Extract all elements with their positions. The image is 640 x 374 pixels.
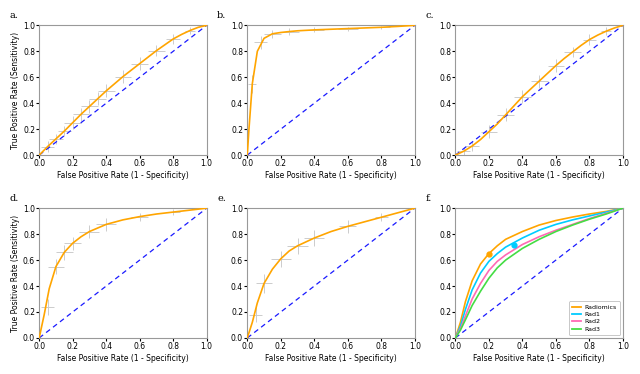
X-axis label: False Positive Rate (1 - Specificity): False Positive Rate (1 - Specificity) [265,354,397,363]
X-axis label: False Positive Rate (1 - Specificity): False Positive Rate (1 - Specificity) [473,171,605,180]
X-axis label: False Positive Rate (1 - Specificity): False Positive Rate (1 - Specificity) [265,171,397,180]
Text: a.: a. [9,11,18,20]
Y-axis label: True Positive Rate (Sensitivity): True Positive Rate (Sensitivity) [11,32,20,149]
Text: d.: d. [9,194,19,203]
Legend: Radiomics, Rad1, Rad2, Rad3: Radiomics, Rad1, Rad2, Rad3 [569,301,620,335]
X-axis label: False Positive Rate (1 - Specificity): False Positive Rate (1 - Specificity) [473,354,605,363]
Y-axis label: True Positive Rate (Sensitivity): True Positive Rate (Sensitivity) [11,215,20,332]
Text: f.: f. [425,194,431,203]
Text: e.: e. [217,194,226,203]
X-axis label: False Positive Rate (1 - Specificity): False Positive Rate (1 - Specificity) [57,354,189,363]
Text: b.: b. [217,11,227,20]
Text: c.: c. [425,11,434,20]
X-axis label: False Positive Rate (1 - Specificity): False Positive Rate (1 - Specificity) [57,171,189,180]
